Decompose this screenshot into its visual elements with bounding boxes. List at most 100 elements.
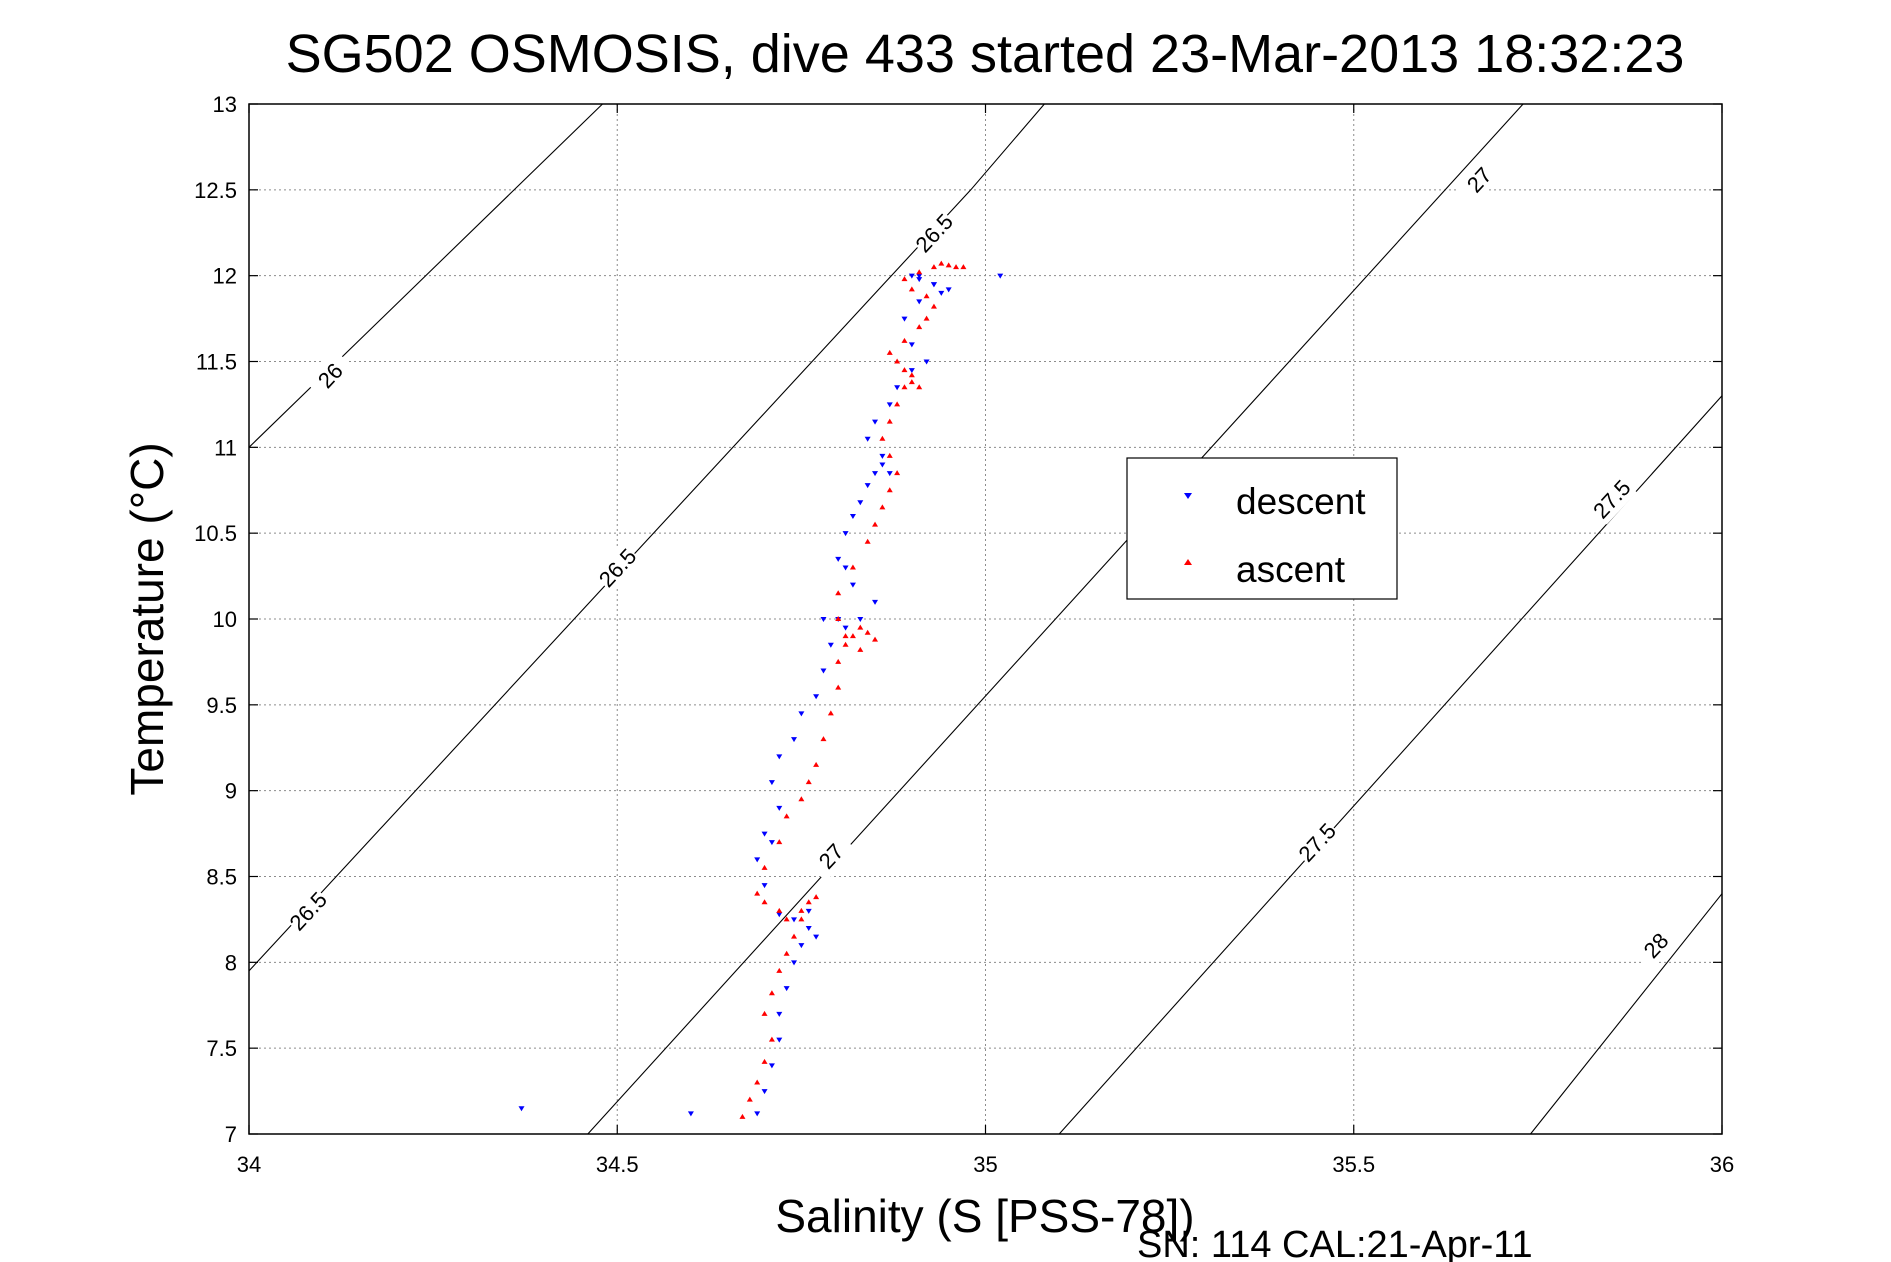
legend-ascent-label: ascent (1236, 549, 1346, 590)
ascent-point (813, 761, 820, 767)
isopycnal-label-bg (1291, 816, 1343, 868)
y-tick-label: 13 (213, 92, 237, 117)
ascent-point (872, 636, 879, 642)
x-tick-label: 35 (973, 1152, 997, 1177)
ascent-point (879, 435, 886, 441)
ascent-point (805, 779, 812, 785)
isopycnal-label-bg (1586, 473, 1637, 525)
descent-point (916, 277, 923, 283)
ascent-point (768, 990, 775, 996)
isopycnal-line (248, 103, 1045, 972)
x-tick-label: 35.5 (1332, 1152, 1375, 1177)
ascent-point (864, 538, 871, 544)
ascent-point (923, 315, 930, 321)
ascent-point (886, 452, 893, 458)
ascent-point (739, 1113, 746, 1119)
legend-descent-marker (1184, 493, 1192, 499)
ascent-point (835, 616, 842, 621)
ascent-point (879, 504, 886, 510)
descent-point (827, 642, 834, 648)
descent-point (872, 471, 879, 477)
descent-point (997, 273, 1004, 279)
descent-point (798, 711, 805, 717)
ascent-point (805, 899, 812, 905)
ascent-point (791, 933, 798, 939)
ascent-point (953, 264, 960, 270)
ascent-point (886, 418, 893, 424)
descent-point (776, 754, 783, 760)
descent-point (849, 514, 856, 519)
ascent-point (938, 260, 945, 266)
descent-point (930, 282, 937, 288)
ascent-point (849, 633, 856, 639)
descent-point (908, 273, 915, 279)
ascent-point (761, 1010, 768, 1016)
descent-point (857, 500, 864, 506)
ascent-point (835, 684, 842, 690)
y-tick-label: 9 (225, 779, 237, 804)
ascent-point (872, 521, 879, 527)
descent-point (776, 1011, 783, 1017)
ascent-point (761, 899, 768, 905)
isopycnal-label-bg (304, 349, 356, 401)
grid-lines (249, 104, 1722, 1134)
descent-point (798, 943, 805, 949)
descent-point (776, 912, 783, 918)
descent-point (761, 1089, 768, 1095)
ascent-point (916, 269, 923, 275)
x-tick-label: 34.5 (596, 1152, 639, 1177)
descent-point (872, 599, 879, 605)
ascent-point (754, 890, 761, 896)
y-tick-label: 10 (213, 607, 237, 632)
descent-point (879, 453, 886, 459)
ascent-point (857, 624, 864, 630)
descent-point (776, 1037, 783, 1043)
descent-point (518, 1106, 525, 1112)
isopycnal-line (248, 103, 603, 448)
descent-point (842, 565, 849, 571)
ascent-point (835, 590, 842, 596)
descent-point (820, 668, 827, 674)
isopycnal-label-bg (908, 207, 960, 259)
descent-point (864, 483, 871, 489)
ascent-point (842, 633, 849, 639)
ascent-point (776, 839, 783, 845)
ascent-point (916, 384, 923, 390)
ascent-point (746, 1096, 753, 1102)
ascent-point (901, 367, 908, 373)
ascent-point (798, 907, 805, 913)
descent-point (791, 917, 798, 923)
serial-calibration-note: SN: 114 CAL:21-Apr-11 (1137, 1224, 1533, 1262)
ascent-point (901, 276, 908, 282)
descent-point (813, 694, 820, 700)
ascent-point (908, 379, 915, 385)
ascent-point (930, 303, 937, 309)
y-tick-label: 7 (225, 1122, 237, 1147)
descent-point (886, 471, 893, 477)
y-tick-label: 11 (214, 435, 237, 460)
ascent-point (754, 1079, 761, 1085)
y-tick-label: 9.5 (206, 693, 237, 718)
descent-point (916, 299, 923, 305)
isopycnal-line (587, 103, 1524, 1135)
descent-point (835, 556, 842, 562)
descent-point (754, 857, 761, 863)
isopycnal-label-bg (805, 830, 857, 882)
descent-point (894, 385, 901, 391)
descent-point (945, 287, 952, 293)
ascent-point (849, 564, 856, 570)
descent-point (916, 273, 923, 279)
ascent-point (798, 796, 805, 802)
ascent-point (901, 337, 908, 343)
descent-point (768, 840, 775, 846)
ascent-point (916, 324, 923, 330)
ascent-point (776, 907, 783, 913)
y-tick-label: 12.5 (194, 178, 237, 203)
ascent-point (894, 470, 901, 476)
descent-point (805, 908, 812, 914)
x-tick-label: 34 (237, 1152, 261, 1177)
legend-box (1126, 457, 1398, 600)
descent-point (879, 462, 886, 468)
